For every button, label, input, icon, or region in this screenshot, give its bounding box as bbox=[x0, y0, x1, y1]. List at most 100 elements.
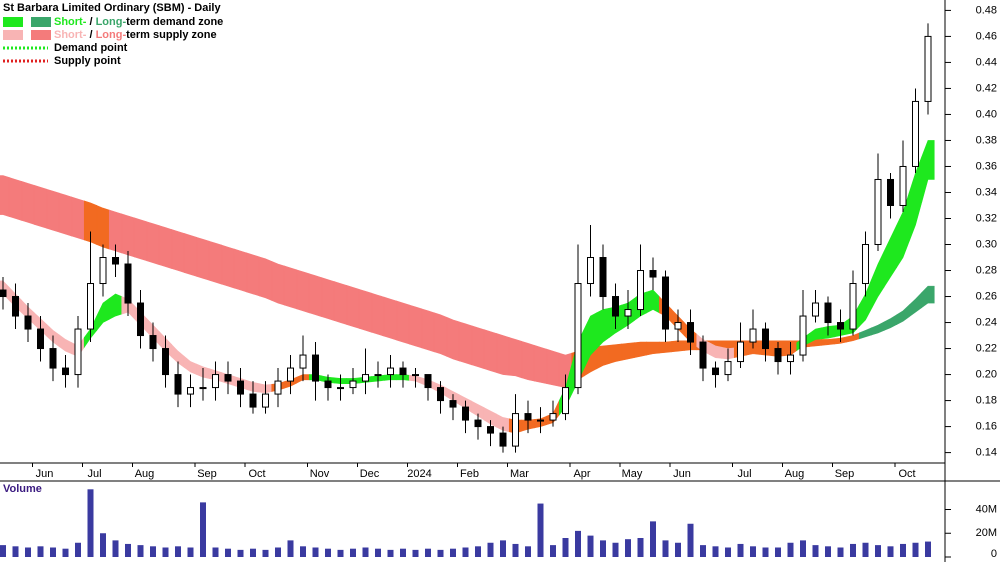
y-tick-label: 0.48 bbox=[976, 4, 997, 16]
candle-body bbox=[87, 283, 94, 330]
long-zone bbox=[433, 312, 448, 357]
long-zone bbox=[233, 248, 248, 293]
candle-body bbox=[337, 387, 344, 390]
candle-body bbox=[437, 387, 444, 402]
volume-bar bbox=[262, 549, 269, 557]
long-zone bbox=[146, 221, 160, 266]
legend-text: Long- bbox=[96, 16, 127, 28]
x-tick-label: Jul bbox=[737, 468, 751, 480]
legend-swatch bbox=[31, 30, 51, 40]
legend-label: Short- / Long-term demand zone bbox=[54, 16, 223, 28]
x-tick-label: Mar bbox=[510, 468, 529, 480]
volume-bar bbox=[375, 548, 381, 557]
volume-tick-label: 0 bbox=[991, 548, 997, 560]
long-zone bbox=[646, 341, 660, 356]
y-tick-label: 0.26 bbox=[976, 290, 997, 302]
volume-bar bbox=[637, 538, 644, 557]
volume-bar bbox=[162, 547, 169, 557]
long-zone bbox=[821, 338, 835, 346]
volume-bar bbox=[675, 542, 681, 557]
volume-bar bbox=[625, 539, 631, 557]
candle-body bbox=[674, 322, 682, 330]
long-zone bbox=[508, 337, 523, 379]
long-zone bbox=[121, 213, 135, 258]
volume-bar bbox=[225, 548, 231, 557]
volume-bar bbox=[500, 540, 506, 557]
candle-body bbox=[287, 367, 294, 382]
legend-text: Short- bbox=[54, 29, 87, 41]
candle-body bbox=[737, 341, 744, 363]
x-tick-label: 2024 bbox=[407, 468, 431, 480]
x-tick-label: Oct bbox=[898, 468, 915, 480]
candle-body bbox=[687, 322, 694, 343]
volume-bar bbox=[275, 547, 281, 557]
long-zone bbox=[496, 333, 510, 376]
volume-bar bbox=[887, 546, 894, 557]
legend-text: / bbox=[86, 29, 95, 41]
volume-bar bbox=[550, 545, 556, 557]
y-tick-label: 0.40 bbox=[976, 108, 997, 120]
y-tick-label: 0.38 bbox=[976, 134, 997, 146]
volume-bar bbox=[575, 530, 581, 557]
volume-bar bbox=[37, 546, 44, 557]
candle-body bbox=[449, 400, 457, 408]
candle-body bbox=[362, 374, 369, 382]
legend-swatch bbox=[3, 17, 23, 27]
volume-bar bbox=[125, 543, 131, 557]
candle-body bbox=[624, 309, 632, 317]
long-zone bbox=[258, 256, 273, 301]
volume-bar bbox=[137, 545, 144, 557]
candle-body bbox=[387, 367, 394, 376]
long-zone bbox=[196, 236, 210, 281]
volume-bar bbox=[725, 547, 731, 557]
volume-bar bbox=[662, 540, 669, 557]
volume-bar bbox=[287, 540, 294, 557]
candle-body bbox=[924, 35, 932, 102]
short-zone bbox=[921, 140, 935, 203]
long-zone bbox=[458, 321, 473, 366]
candle-body bbox=[649, 270, 657, 278]
volume-bar bbox=[112, 540, 119, 557]
volume-bar bbox=[762, 547, 769, 557]
y-tick-label: 0.36 bbox=[976, 160, 997, 172]
volume-bar bbox=[187, 547, 194, 557]
long-zone bbox=[321, 277, 335, 321]
long-zone bbox=[308, 273, 323, 318]
long-zone bbox=[208, 240, 223, 285]
candle-body bbox=[899, 165, 907, 206]
candle-body bbox=[399, 367, 407, 376]
long-zone bbox=[396, 300, 410, 345]
long-zone bbox=[171, 229, 185, 273]
volume-bar bbox=[687, 523, 694, 557]
long-zone bbox=[46, 188, 60, 233]
legend-swatch bbox=[3, 30, 23, 40]
volume-bar bbox=[50, 547, 56, 557]
volume-bar bbox=[0, 545, 6, 557]
long-zone bbox=[408, 304, 423, 349]
x-tick-label: May bbox=[622, 468, 643, 480]
volume-bar bbox=[600, 540, 606, 557]
volume-bar bbox=[75, 542, 81, 557]
candle-body bbox=[174, 374, 182, 395]
x-tick-label: Dec bbox=[360, 468, 380, 480]
candle-body bbox=[24, 315, 32, 330]
x-tick-label: Aug bbox=[785, 468, 805, 480]
chart-title: St Barbara Limited Ordinary (SBM) - Dail… bbox=[3, 2, 221, 14]
legend-text: Demand point bbox=[54, 42, 128, 54]
x-tick-label: Feb bbox=[460, 468, 479, 480]
candle-body bbox=[274, 380, 282, 395]
long-zone bbox=[96, 205, 110, 250]
candle-body bbox=[812, 302, 819, 317]
candle-body bbox=[574, 283, 582, 389]
volume-bar bbox=[437, 549, 444, 557]
long-zone bbox=[133, 217, 148, 262]
volume-bar bbox=[200, 502, 206, 557]
legend-label: Supply point bbox=[54, 55, 121, 67]
volume-bar bbox=[212, 547, 219, 557]
volume-bar bbox=[325, 548, 331, 557]
y-tick-label: 0.22 bbox=[976, 342, 997, 354]
candle-body bbox=[524, 413, 532, 421]
volume-bar bbox=[825, 546, 831, 557]
volume-bar bbox=[812, 545, 819, 557]
